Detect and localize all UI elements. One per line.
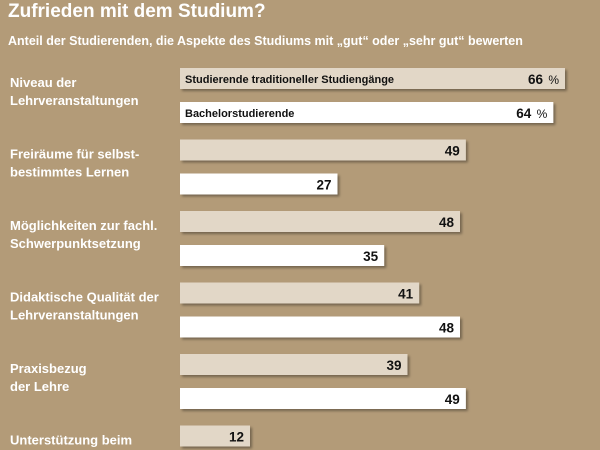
value-label: 64 [516, 106, 532, 121]
legend-label: Studierende traditioneller Studiengänge [185, 74, 394, 86]
value-label: 27 [316, 178, 331, 193]
chart-title: Zufrieden mit dem Studium? [8, 1, 266, 22]
bar-traditional [180, 211, 460, 232]
legend-label: Bachelorstudierende [185, 108, 294, 120]
bar-traditional [180, 139, 466, 161]
category-label: Freiräume für selbst- [10, 147, 139, 162]
category-label: der Lehre [10, 379, 69, 394]
chart-subtitle: Anteil der Studierenden, die Aspekte des… [8, 34, 523, 48]
category-label: bestimmtes Lernen [10, 165, 129, 180]
bar-bachelor [180, 388, 466, 409]
bar-bachelor [180, 102, 554, 123]
value-label: 66 [528, 72, 544, 87]
unit-label: % [537, 107, 548, 121]
value-label: 41 [398, 287, 414, 302]
bar-traditional [180, 282, 420, 304]
bar-traditional [180, 68, 565, 89]
bar-bachelor [180, 316, 460, 338]
category-label: Unterstützung beim [10, 433, 132, 448]
category-label: Lehrveranstaltungen [10, 93, 139, 108]
category-label: Niveau der [10, 75, 76, 90]
value-label: 12 [229, 430, 244, 445]
bar-traditional [180, 425, 250, 447]
value-label: 39 [386, 358, 401, 373]
category-label: Schwerpunktsetzung [10, 236, 141, 251]
unit-label: % [548, 73, 559, 87]
value-label: 48 [439, 321, 455, 336]
category-label: Didaktische Qualität der [10, 290, 159, 305]
category-label: Möglichkeiten zur fachl. [10, 218, 157, 233]
value-label: 49 [445, 144, 460, 159]
value-label: 35 [363, 249, 379, 264]
category-label: Lehrveranstaltungen [10, 308, 139, 323]
value-label: 49 [445, 392, 460, 407]
bar-bachelor [180, 173, 338, 195]
bar-bachelor [180, 245, 385, 266]
value-label: 48 [439, 215, 455, 230]
bar-traditional [180, 354, 408, 375]
category-label: Praxisbezug [10, 361, 87, 376]
